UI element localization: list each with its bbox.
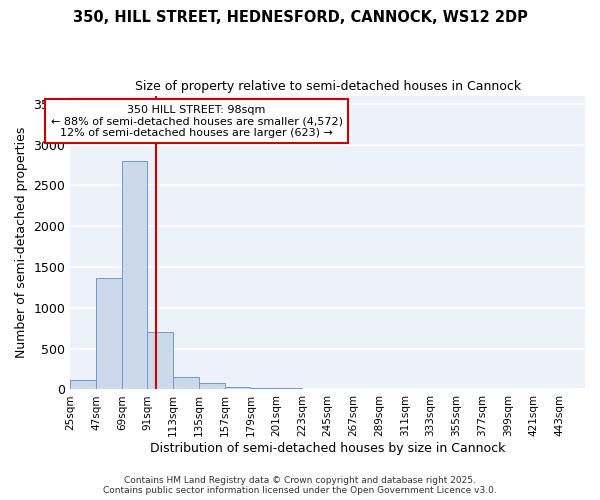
Bar <box>250 388 276 390</box>
Text: 350 HILL STREET: 98sqm
← 88% of semi-detached houses are smaller (4,572)
12% of : 350 HILL STREET: 98sqm ← 88% of semi-det… <box>50 104 343 138</box>
Bar <box>173 377 199 390</box>
Bar <box>276 388 302 390</box>
Bar <box>70 380 96 390</box>
Bar <box>225 387 250 390</box>
X-axis label: Distribution of semi-detached houses by size in Cannock: Distribution of semi-detached houses by … <box>150 442 505 455</box>
Y-axis label: Number of semi-detached properties: Number of semi-detached properties <box>15 127 28 358</box>
Bar <box>122 161 148 390</box>
Bar <box>199 383 225 390</box>
Text: 350, HILL STREET, HEDNESFORD, CANNOCK, WS12 2DP: 350, HILL STREET, HEDNESFORD, CANNOCK, W… <box>73 10 527 25</box>
Bar <box>96 278 122 390</box>
Bar <box>148 332 173 390</box>
Title: Size of property relative to semi-detached houses in Cannock: Size of property relative to semi-detach… <box>134 80 521 93</box>
Text: Contains HM Land Registry data © Crown copyright and database right 2025.
Contai: Contains HM Land Registry data © Crown c… <box>103 476 497 495</box>
